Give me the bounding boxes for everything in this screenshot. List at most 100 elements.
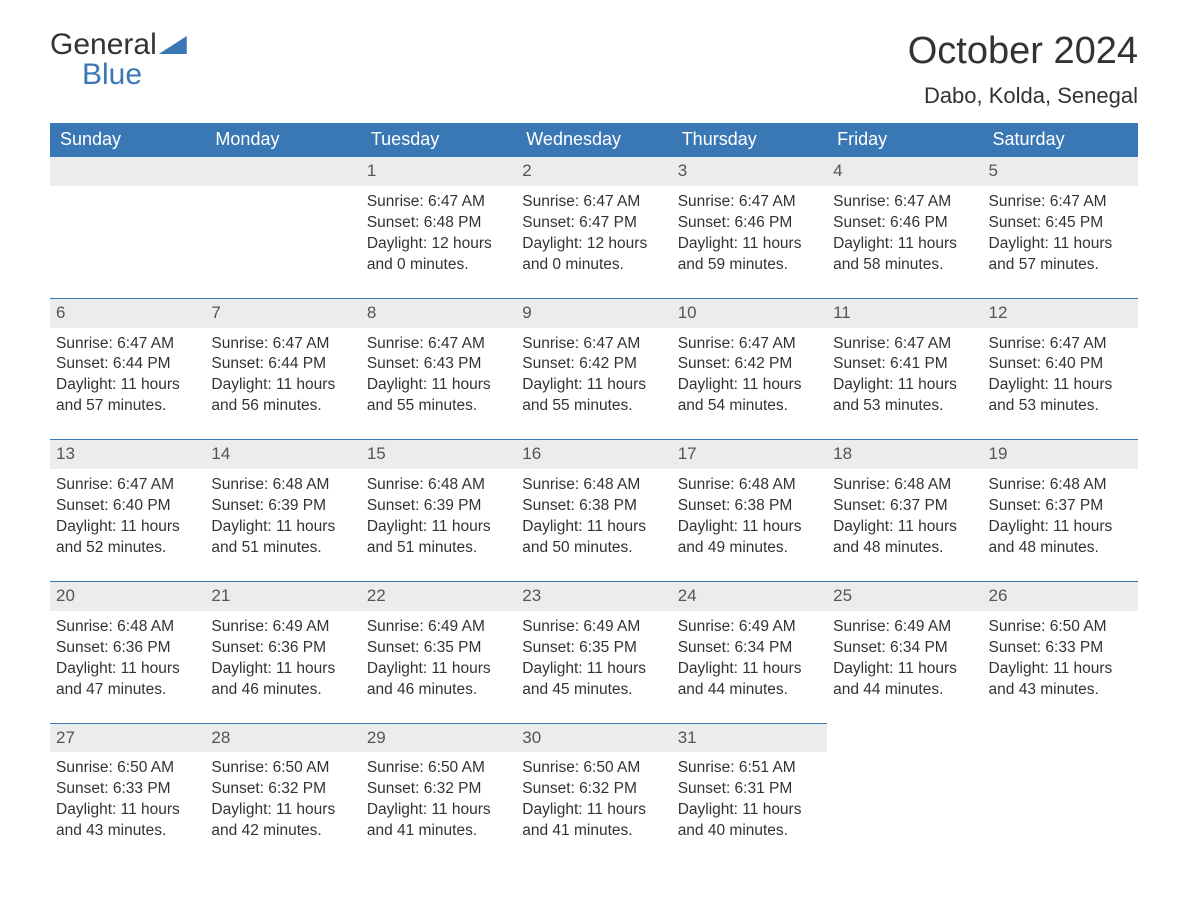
day-body: Sunrise: 6:47 AMSunset: 6:40 PMDaylight:… <box>56 475 199 559</box>
sunrise-line: Sunrise: 6:48 AM <box>989 475 1132 496</box>
daylight-line: Daylight: 11 hours and 48 minutes. <box>989 517 1132 559</box>
calendar-body: ..1Sunrise: 6:47 AMSunset: 6:48 PMDaylig… <box>50 157 1138 865</box>
day-header: Friday <box>827 123 982 157</box>
day-header: Monday <box>205 123 360 157</box>
sunset-line: Sunset: 6:48 PM <box>367 213 510 234</box>
day-header: Saturday <box>983 123 1138 157</box>
day-number: 13 <box>50 440 205 469</box>
sunset-line: Sunset: 6:36 PM <box>211 638 354 659</box>
sunset-line: Sunset: 6:33 PM <box>56 779 199 800</box>
day-header: Sunday <box>50 123 205 157</box>
day-number: 3 <box>672 157 827 186</box>
day-body: Sunrise: 6:48 AMSunset: 6:37 PMDaylight:… <box>833 475 976 559</box>
sunrise-line: Sunrise: 6:48 AM <box>833 475 976 496</box>
sunrise-line: Sunrise: 6:48 AM <box>211 475 354 496</box>
sunrise-line: Sunrise: 6:47 AM <box>367 192 510 213</box>
sunset-line: Sunset: 6:37 PM <box>833 496 976 517</box>
day-header: Wednesday <box>516 123 671 157</box>
daylight-line: Daylight: 11 hours and 57 minutes. <box>56 375 199 417</box>
daylight-line: Daylight: 11 hours and 43 minutes. <box>989 659 1132 701</box>
day-body: Sunrise: 6:47 AMSunset: 6:42 PMDaylight:… <box>522 334 665 418</box>
day-number: 4 <box>827 157 982 186</box>
sunset-line: Sunset: 6:32 PM <box>211 779 354 800</box>
day-number: 22 <box>361 582 516 611</box>
day-body: Sunrise: 6:48 AMSunset: 6:39 PMDaylight:… <box>211 475 354 559</box>
daylight-line: Daylight: 11 hours and 51 minutes. <box>211 517 354 559</box>
sunrise-line: Sunrise: 6:47 AM <box>678 192 821 213</box>
calendar-cell: 4 Sunrise: 6:47 AMSunset: 6:46 PMDaylight… <box>827 157 982 299</box>
day-body: Sunrise: 6:47 AMSunset: 6:44 PMDaylight:… <box>211 334 354 418</box>
sunset-line: Sunset: 6:42 PM <box>678 354 821 375</box>
sunset-line: Sunset: 6:37 PM <box>989 496 1132 517</box>
day-body: Sunrise: 6:48 AMSunset: 6:38 PMDaylight:… <box>522 475 665 559</box>
sunset-line: Sunset: 6:46 PM <box>678 213 821 234</box>
sunset-line: Sunset: 6:31 PM <box>678 779 821 800</box>
calendar-cell: 12Sunrise: 6:47 AMSunset: 6:40 PMDayligh… <box>983 298 1138 440</box>
sunset-line: Sunset: 6:34 PM <box>678 638 821 659</box>
daylight-line: Daylight: 11 hours and 41 minutes. <box>367 800 510 842</box>
day-number: 16 <box>516 440 671 469</box>
daylight-line: Daylight: 11 hours and 53 minutes. <box>989 375 1132 417</box>
day-number: 18 <box>827 440 982 469</box>
daylight-line: Daylight: 11 hours and 57 minutes. <box>989 234 1132 276</box>
day-number: 20 <box>50 582 205 611</box>
day-body: Sunrise: 6:49 AMSunset: 6:34 PMDaylight:… <box>833 617 976 701</box>
sunset-line: Sunset: 6:44 PM <box>211 354 354 375</box>
day-body: Sunrise: 6:47 AMSunset: 6:45 PMDaylight:… <box>989 192 1132 276</box>
daylight-line: Daylight: 12 hours and 0 minutes. <box>522 234 665 276</box>
day-body: Sunrise: 6:51 AMSunset: 6:31 PMDaylight:… <box>678 758 821 842</box>
sunrise-line: Sunrise: 6:48 AM <box>678 475 821 496</box>
sunrise-line: Sunrise: 6:47 AM <box>56 475 199 496</box>
sunrise-line: Sunrise: 6:49 AM <box>522 617 665 638</box>
calendar-cell: 26Sunrise: 6:50 AMSunset: 6:33 PMDayligh… <box>983 581 1138 723</box>
calendar-cell: 1Sunrise: 6:47 AMSunset: 6:48 PMDaylight… <box>361 157 516 299</box>
day-number: 17 <box>672 440 827 469</box>
day-body: Sunrise: 6:50 AMSunset: 6:32 PMDaylight:… <box>367 758 510 842</box>
sunset-line: Sunset: 6:32 PM <box>367 779 510 800</box>
title-location: Dabo, Kolda, Senegal <box>908 83 1138 109</box>
day-body: Sunrise: 6:49 AMSunset: 6:34 PMDaylight:… <box>678 617 821 701</box>
logo-text-general: General <box>50 30 157 60</box>
calendar-cell: 31 Sunrise: 6:51 AMSunset: 6:31 PMDayligh… <box>672 723 827 864</box>
sunrise-line: Sunrise: 6:48 AM <box>367 475 510 496</box>
sunrise-line: Sunrise: 6:50 AM <box>367 758 510 779</box>
daylight-line: Daylight: 11 hours and 43 minutes. <box>56 800 199 842</box>
day-number: 25 <box>827 582 982 611</box>
sunset-line: Sunset: 6:38 PM <box>678 496 821 517</box>
day-body: Sunrise: 6:48 AMSunset: 6:38 PMDaylight:… <box>678 475 821 559</box>
day-number: 2 <box>516 157 671 186</box>
day-number: 26 <box>983 582 1138 611</box>
sunrise-line: Sunrise: 6:47 AM <box>211 334 354 355</box>
daylight-line: Daylight: 11 hours and 41 minutes. <box>522 800 665 842</box>
calendar-cell: 7Sunrise: 6:47 AMSunset: 6:44 PMDaylight… <box>205 298 360 440</box>
sunset-line: Sunset: 6:43 PM <box>367 354 510 375</box>
day-body: Sunrise: 6:47 AMSunset: 6:46 PMDaylight:… <box>833 192 976 276</box>
calendar-row: 27Sunrise: 6:50 AMSunset: 6:33 PMDayligh… <box>50 723 1138 864</box>
day-header-row: SundayMondayTuesdayWednesdayThursdayFrid… <box>50 123 1138 157</box>
calendar-cell: 9Sunrise: 6:47 AMSunset: 6:42 PMDaylight… <box>516 298 671 440</box>
sunrise-line: Sunrise: 6:47 AM <box>367 334 510 355</box>
calendar-cell: . <box>205 157 360 299</box>
daylight-line: Daylight: 11 hours and 56 minutes. <box>211 375 354 417</box>
daylight-line: Daylight: 11 hours and 42 minutes. <box>211 800 354 842</box>
calendar-row: 6Sunrise: 6:47 AMSunset: 6:44 PMDaylight… <box>50 298 1138 440</box>
day-number: 24 <box>672 582 827 611</box>
sunrise-line: Sunrise: 6:47 AM <box>522 334 665 355</box>
daylight-line: Daylight: 11 hours and 53 minutes. <box>833 375 976 417</box>
calendar-cell: 28Sunrise: 6:50 AMSunset: 6:32 PMDayligh… <box>205 723 360 864</box>
sunrise-line: Sunrise: 6:50 AM <box>211 758 354 779</box>
sunset-line: Sunset: 6:35 PM <box>522 638 665 659</box>
sunrise-line: Sunrise: 6:49 AM <box>678 617 821 638</box>
day-number: . <box>50 157 205 186</box>
sunset-line: Sunset: 6:41 PM <box>833 354 976 375</box>
daylight-line: Daylight: 11 hours and 54 minutes. <box>678 375 821 417</box>
calendar-table: SundayMondayTuesdayWednesdayThursdayFrid… <box>50 123 1138 864</box>
sunrise-line: Sunrise: 6:47 AM <box>522 192 665 213</box>
day-body: Sunrise: 6:47 AMSunset: 6:46 PMDaylight:… <box>678 192 821 276</box>
daylight-line: Daylight: 11 hours and 55 minutes. <box>367 375 510 417</box>
calendar-cell: 17 Sunrise: 6:48 AMSunset: 6:38 PMDayligh… <box>672 440 827 582</box>
calendar-cell: 25 Sunrise: 6:49 AMSunset: 6:34 PMDayligh… <box>827 581 982 723</box>
day-number: 31 <box>672 724 827 753</box>
day-number: 27 <box>50 724 205 753</box>
calendar-cell: 20Sunrise: 6:48 AMSunset: 6:36 PMDayligh… <box>50 581 205 723</box>
